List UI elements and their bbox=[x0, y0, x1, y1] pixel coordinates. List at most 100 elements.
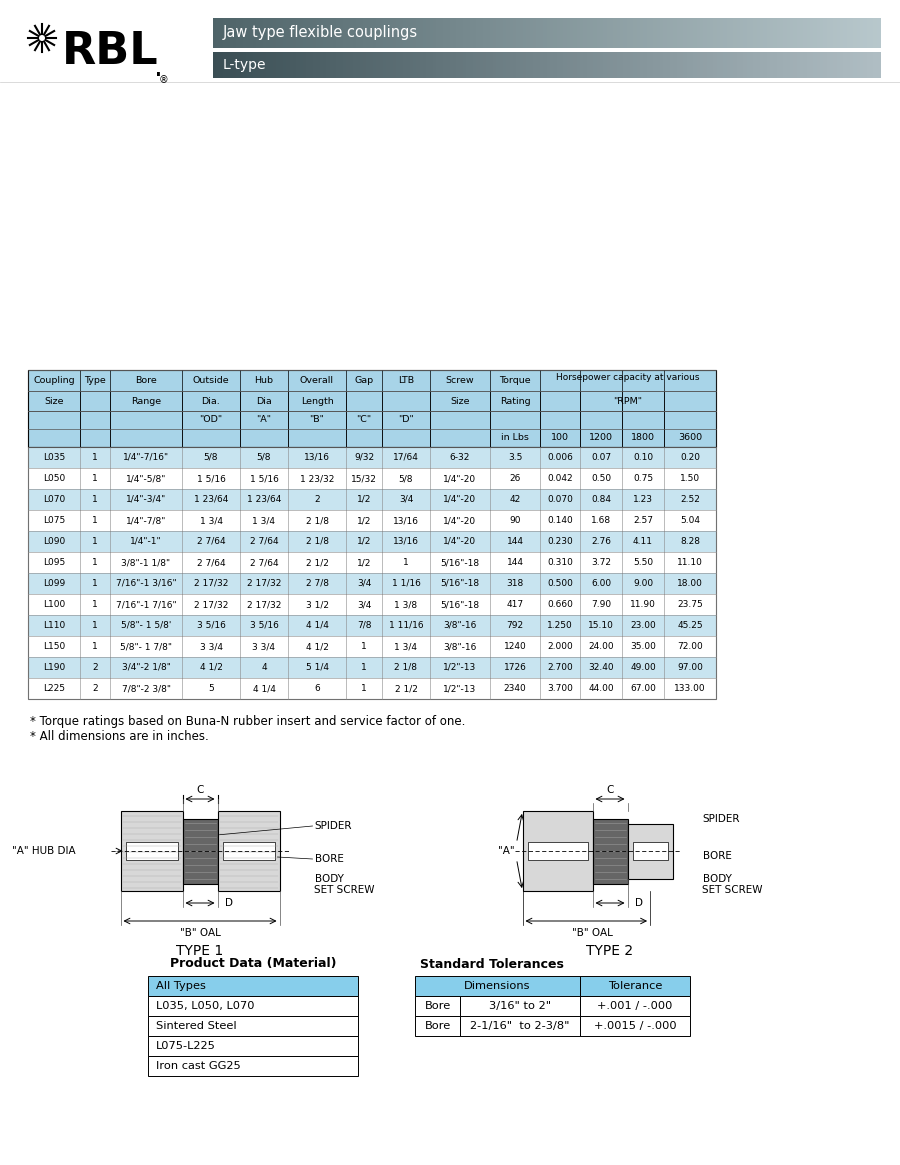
Text: "D": "D" bbox=[398, 416, 414, 424]
Bar bbox=[626, 52, 630, 78]
Bar bbox=[503, 17, 507, 48]
Text: 0.042: 0.042 bbox=[547, 474, 572, 483]
Text: 1.68: 1.68 bbox=[591, 516, 611, 525]
Text: 4 1/4: 4 1/4 bbox=[306, 621, 328, 630]
Text: 2 17/32: 2 17/32 bbox=[247, 600, 281, 609]
Bar bbox=[363, 52, 367, 78]
Bar bbox=[148, 1016, 358, 1036]
Bar bbox=[550, 17, 554, 48]
Text: 5/16"-18: 5/16"-18 bbox=[440, 558, 480, 567]
Bar bbox=[523, 52, 527, 78]
Text: "B" OAL: "B" OAL bbox=[572, 929, 613, 938]
Bar bbox=[356, 52, 360, 78]
Text: 23.75: 23.75 bbox=[677, 600, 703, 609]
Bar bbox=[380, 17, 383, 48]
Text: 2.52: 2.52 bbox=[680, 495, 700, 504]
Bar bbox=[826, 52, 831, 78]
Text: 1/2"-13: 1/2"-13 bbox=[444, 663, 477, 672]
Text: 97.00: 97.00 bbox=[677, 663, 703, 672]
Bar bbox=[263, 17, 267, 48]
Text: 1 23/32: 1 23/32 bbox=[300, 474, 334, 483]
Bar bbox=[780, 52, 784, 78]
Bar bbox=[577, 52, 580, 78]
Bar bbox=[317, 17, 320, 48]
Bar bbox=[536, 52, 540, 78]
Text: 0.50: 0.50 bbox=[591, 474, 611, 483]
Text: 1: 1 bbox=[92, 600, 98, 609]
Text: 1: 1 bbox=[361, 684, 367, 693]
Bar bbox=[300, 52, 303, 78]
Bar bbox=[337, 17, 340, 48]
Bar bbox=[573, 52, 577, 78]
Bar bbox=[28, 573, 716, 594]
Bar bbox=[464, 52, 467, 78]
Bar bbox=[580, 17, 584, 48]
Text: 4 1/2: 4 1/2 bbox=[306, 642, 328, 651]
Text: "OD": "OD" bbox=[200, 416, 222, 424]
Bar bbox=[440, 17, 444, 48]
Text: SET SCREW: SET SCREW bbox=[314, 885, 375, 895]
Bar bbox=[415, 1016, 460, 1036]
Bar bbox=[337, 52, 340, 78]
Bar bbox=[636, 52, 641, 78]
Bar bbox=[796, 52, 800, 78]
Bar bbox=[28, 657, 716, 678]
Bar bbox=[713, 17, 717, 48]
Bar bbox=[850, 52, 854, 78]
Bar bbox=[530, 52, 534, 78]
Bar bbox=[500, 52, 504, 78]
Text: 2.57: 2.57 bbox=[633, 516, 653, 525]
Bar bbox=[740, 52, 743, 78]
Text: 1/2: 1/2 bbox=[356, 537, 371, 546]
Bar bbox=[290, 17, 293, 48]
Bar bbox=[583, 17, 587, 48]
Text: L035: L035 bbox=[43, 453, 65, 463]
Bar bbox=[446, 17, 450, 48]
Text: 1 23/64: 1 23/64 bbox=[247, 495, 281, 504]
Bar bbox=[296, 52, 301, 78]
Text: ®: ® bbox=[158, 75, 168, 85]
Bar bbox=[703, 52, 707, 78]
Bar bbox=[613, 52, 617, 78]
Text: TYPE 1: TYPE 1 bbox=[176, 944, 223, 958]
Text: 5/16"-18: 5/16"-18 bbox=[440, 600, 480, 609]
Bar bbox=[480, 17, 483, 48]
Text: 1 5/16: 1 5/16 bbox=[249, 474, 278, 483]
Bar bbox=[700, 17, 704, 48]
Text: 1/4"-20: 1/4"-20 bbox=[444, 537, 477, 546]
Bar bbox=[226, 17, 230, 48]
Text: 26: 26 bbox=[509, 474, 521, 483]
Bar bbox=[520, 52, 524, 78]
Bar bbox=[286, 52, 290, 78]
Text: 7/8"-2 3/8": 7/8"-2 3/8" bbox=[122, 684, 170, 693]
Bar bbox=[587, 52, 590, 78]
Text: 1.23: 1.23 bbox=[633, 495, 653, 504]
Bar bbox=[419, 17, 424, 48]
Bar bbox=[220, 17, 223, 48]
Bar bbox=[28, 489, 716, 510]
Text: 3.5: 3.5 bbox=[508, 453, 522, 463]
Text: 5/8"- 1 7/8": 5/8"- 1 7/8" bbox=[120, 642, 172, 651]
Text: 9.00: 9.00 bbox=[633, 579, 653, 588]
Bar bbox=[740, 17, 743, 48]
Bar bbox=[216, 52, 220, 78]
Bar bbox=[460, 17, 464, 48]
Text: 11.90: 11.90 bbox=[630, 600, 656, 609]
Bar bbox=[634, 17, 637, 48]
Text: TYPE 2: TYPE 2 bbox=[587, 944, 634, 958]
Bar bbox=[577, 17, 580, 48]
Bar bbox=[280, 52, 284, 78]
Bar bbox=[673, 52, 677, 78]
Bar bbox=[787, 17, 790, 48]
Bar bbox=[620, 52, 624, 78]
Bar bbox=[597, 52, 600, 78]
Text: D: D bbox=[226, 898, 233, 908]
Text: 2340: 2340 bbox=[504, 684, 526, 693]
Bar bbox=[870, 52, 874, 78]
Bar bbox=[343, 17, 346, 48]
Bar bbox=[28, 636, 716, 657]
Text: 792: 792 bbox=[507, 621, 524, 630]
Bar bbox=[276, 52, 280, 78]
Text: SPIDER: SPIDER bbox=[703, 814, 740, 824]
Bar bbox=[476, 52, 481, 78]
